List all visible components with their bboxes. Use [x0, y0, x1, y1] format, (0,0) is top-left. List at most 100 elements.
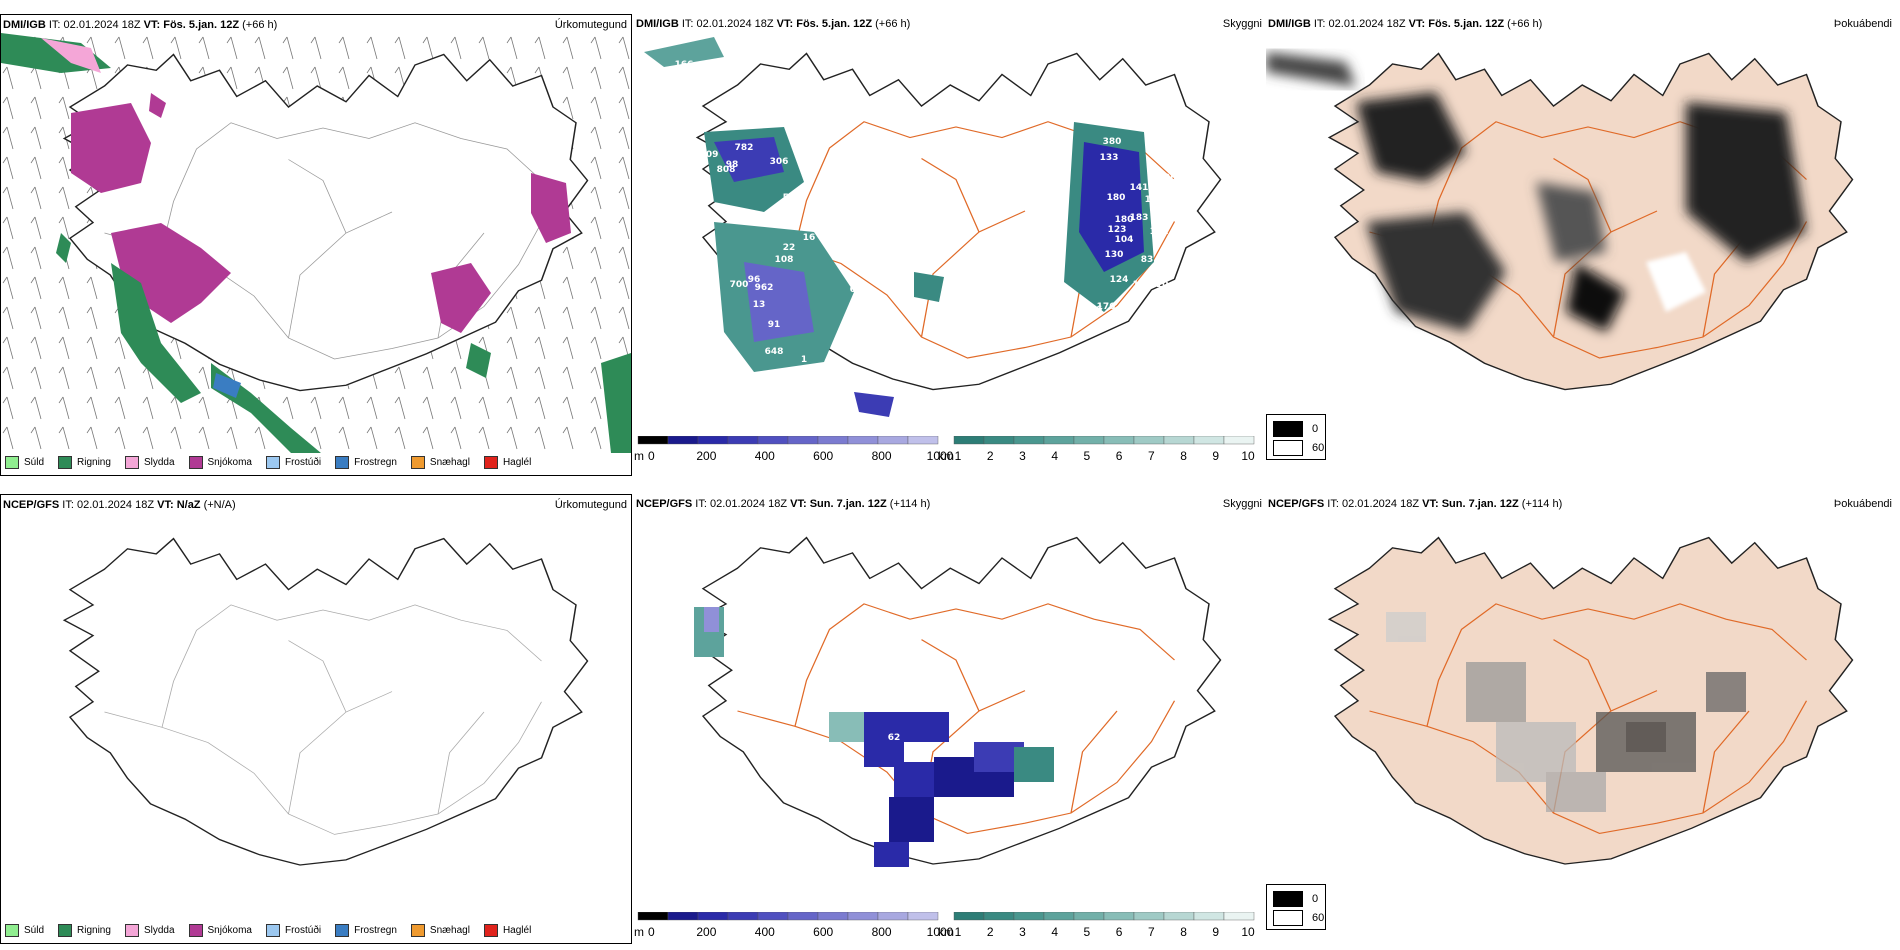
ceiling-value-label: 108	[775, 255, 794, 265]
visibility-tick-label: 3	[1019, 925, 1026, 939]
ceiling-value-label: 166	[675, 60, 694, 70]
fog-legend: 0 60	[1266, 414, 1326, 460]
ceiling-colorbar-cell	[727, 911, 759, 921]
ceiling-value-label: 104	[1115, 235, 1134, 245]
legend-label: Súld	[24, 457, 45, 468]
ceiling-value-label: 22	[783, 243, 796, 253]
ceiling-tick-label: 200	[696, 449, 716, 463]
ceiling-value-label: 187	[875, 273, 894, 283]
legend-label: Rigning	[77, 457, 111, 468]
legend-swatch	[5, 456, 19, 469]
panel-gfs-precip-type: NCEP/GFS IT: 02.01.2024 18Z VT: N/aZ (+N…	[0, 494, 632, 944]
ceiling-value-label: 101	[1150, 227, 1169, 237]
legend-item: Frostúði	[265, 456, 322, 469]
visibility-colorbar-cell	[1013, 435, 1045, 445]
ceiling-colorbar-cell	[877, 911, 909, 921]
visibility-tick-label: 9	[1212, 925, 1219, 939]
ceiling-value-label: 209	[700, 150, 719, 160]
precip-type-legend: Súld Rigning Slydda Snjókoma Frostúði Frostre…	[5, 456, 531, 469]
legend-label: Frostregn	[354, 457, 397, 468]
ceiling-value-label: 183	[1130, 213, 1149, 223]
ceiling-value-label: 83	[1141, 255, 1154, 265]
ceiling-colorbar-cell	[907, 435, 939, 445]
visibility-tick-label: 6	[1116, 449, 1123, 463]
legend-label: Slydda	[143, 457, 175, 468]
ceiling-value-label: 206	[1158, 173, 1177, 183]
ceiling-colorbar-cell	[847, 435, 879, 445]
legend-label: Snjókoma	[207, 457, 252, 468]
ceiling-tick-label: 800	[872, 925, 892, 939]
fog-legend-60-swatch	[1273, 440, 1303, 456]
legend-item: Haglél	[483, 456, 531, 469]
ceiling-value-label: 136	[1160, 205, 1179, 215]
legend-swatch	[410, 924, 425, 937]
ceiling-value-label: 96	[748, 275, 761, 285]
ceiling-value-label: 180	[1107, 193, 1126, 203]
legend-item: Haglél	[483, 924, 531, 937]
visibility-colorbar-cell	[1073, 911, 1105, 921]
legend-label: Rigning	[77, 925, 111, 936]
visibility-colorbar-cell	[1133, 911, 1165, 921]
ceiling-value-label: 180	[1115, 215, 1134, 225]
ceiling-value-label: 130	[1105, 250, 1124, 260]
legend-label: Frostúði	[284, 457, 322, 468]
ceiling-unit: m	[634, 449, 644, 463]
panel-title: Skyggni	[1222, 498, 1262, 510]
legend-swatch	[483, 456, 498, 469]
legend-item: Slydda	[124, 456, 175, 469]
visibility-colorbar-cell	[1193, 435, 1225, 445]
panel-title: Þokuábendi	[1833, 18, 1892, 30]
legend-swatch	[124, 456, 139, 469]
legend-swatch	[188, 456, 203, 469]
legend-swatch	[58, 924, 73, 937]
ceiling-value-labels: 62 74 109	[888, 733, 1034, 848]
ceiling-tick-label: 400	[755, 449, 775, 463]
ceiling-tick-label: 600	[813, 449, 833, 463]
visibility-colorbar-cell	[1163, 435, 1195, 445]
ceiling-tick-label: 1000	[927, 449, 954, 463]
visibility-tick-label: 4	[1051, 925, 1058, 939]
ceiling-value-label: 1	[801, 355, 807, 365]
legend-swatch	[265, 924, 280, 937]
ceiling-colorbar-cell	[757, 911, 789, 921]
legend-swatch	[5, 924, 19, 937]
panel-dmi-fog: DMI/IGB IT: 02.01.2024 18Z VT: Fös. 5.ja…	[1266, 14, 1900, 476]
panel-gfs-fog: NCEP/GFS IT: 02.01.2024 18Z VT: Sun. 7.j…	[1266, 494, 1900, 944]
ceiling-value-label: 783	[735, 100, 754, 110]
ceiling-map: 62 74 109	[694, 536, 1222, 867]
ceiling-tick-label: 800	[872, 449, 892, 463]
legend-label: Snæhagl	[429, 925, 470, 936]
ceiling-value-label: 150	[1145, 195, 1164, 205]
fog-map	[1328, 536, 1854, 865]
ceiling-value-label: 26	[1090, 305, 1103, 315]
precip-map	[63, 537, 589, 866]
ceiling-colorbar-cell	[787, 911, 819, 921]
legend-item: Súld	[5, 456, 44, 469]
visibility-tick-label: 4	[1051, 449, 1058, 463]
precip-map	[1, 33, 631, 453]
panel-header: NCEP/GFS IT: 02.01.2024 18Z VT: Sun. 7.j…	[1268, 498, 1563, 510]
ceiling-value-label: 808	[717, 165, 736, 175]
panel-header: DMI/IGB IT: 02.01.2024 18Z VT: Fös. 5.ja…	[3, 19, 278, 31]
visibility-colorbar-cell	[1103, 911, 1135, 921]
visibility-tick-label: 8	[1180, 449, 1187, 463]
visibility-colorbar-cell	[983, 911, 1015, 921]
ceiling-colorbar-cell	[817, 435, 849, 445]
legend-label: Súld	[24, 925, 45, 936]
panel-header: DMI/IGB IT: 02.01.2024 18Z VT: Fös. 5.ja…	[1268, 18, 1543, 30]
visibility-tick-label: 10	[1241, 449, 1255, 463]
ceiling-value-label: 98	[726, 160, 739, 170]
legend-item: Rigning	[58, 924, 111, 937]
ceiling-colorbar-cell	[847, 911, 879, 921]
panel-title: Þokuábendi	[1833, 498, 1892, 510]
ceiling-colorbar-cell	[907, 911, 939, 921]
legend-item: Frostregn	[335, 456, 397, 469]
visibility-tick-label: 7	[1148, 449, 1155, 463]
visibility-colorbar-cell	[1073, 435, 1105, 445]
legend-label: Snjókoma	[207, 925, 252, 936]
ceiling-value-label: 106	[885, 388, 904, 398]
legend-label: Slydda	[143, 925, 175, 936]
ceiling-value-label: 16	[803, 233, 816, 243]
visibility-tick-label: 2	[987, 449, 994, 463]
